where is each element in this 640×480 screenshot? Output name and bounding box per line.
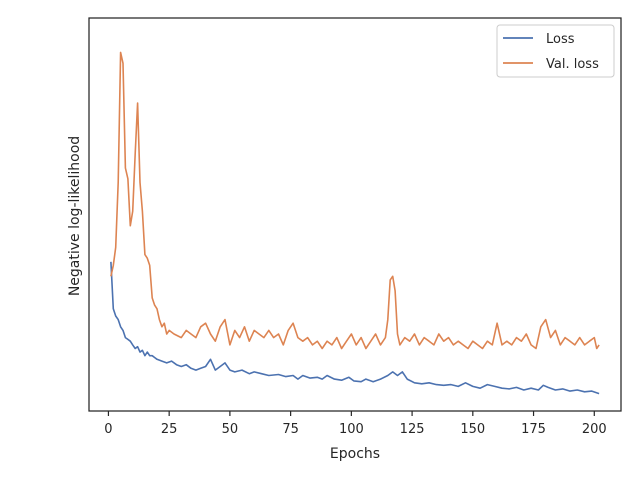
series-line-val-loss — [110, 51, 600, 350]
x-tick-label: 50 — [222, 422, 239, 437]
y-axis-label: Negative log-likelihood — [67, 136, 83, 296]
x-tick-label: 150 — [460, 422, 485, 437]
x-tick-label: 0 — [104, 422, 112, 437]
legend-label-loss: Loss — [546, 32, 575, 47]
x-tick-label: 75 — [282, 422, 299, 437]
series-layer — [110, 51, 600, 395]
x-tick-label: 25 — [161, 422, 178, 437]
series-line-loss — [110, 261, 600, 395]
plot-frame — [88, 17, 622, 412]
x-tick-label: 200 — [582, 422, 607, 437]
x-axis-label: Epochs — [330, 446, 380, 462]
x-tick-label: 125 — [400, 422, 425, 437]
legend: Loss Val. loss — [496, 24, 615, 78]
x-tick-label: 175 — [521, 422, 546, 437]
legend-label-val-loss: Val. loss — [546, 57, 599, 72]
x-tick-label: 100 — [339, 422, 364, 437]
x-axis-ticks: 0 25 50 75 100 125 150 175 200 — [104, 411, 607, 437]
